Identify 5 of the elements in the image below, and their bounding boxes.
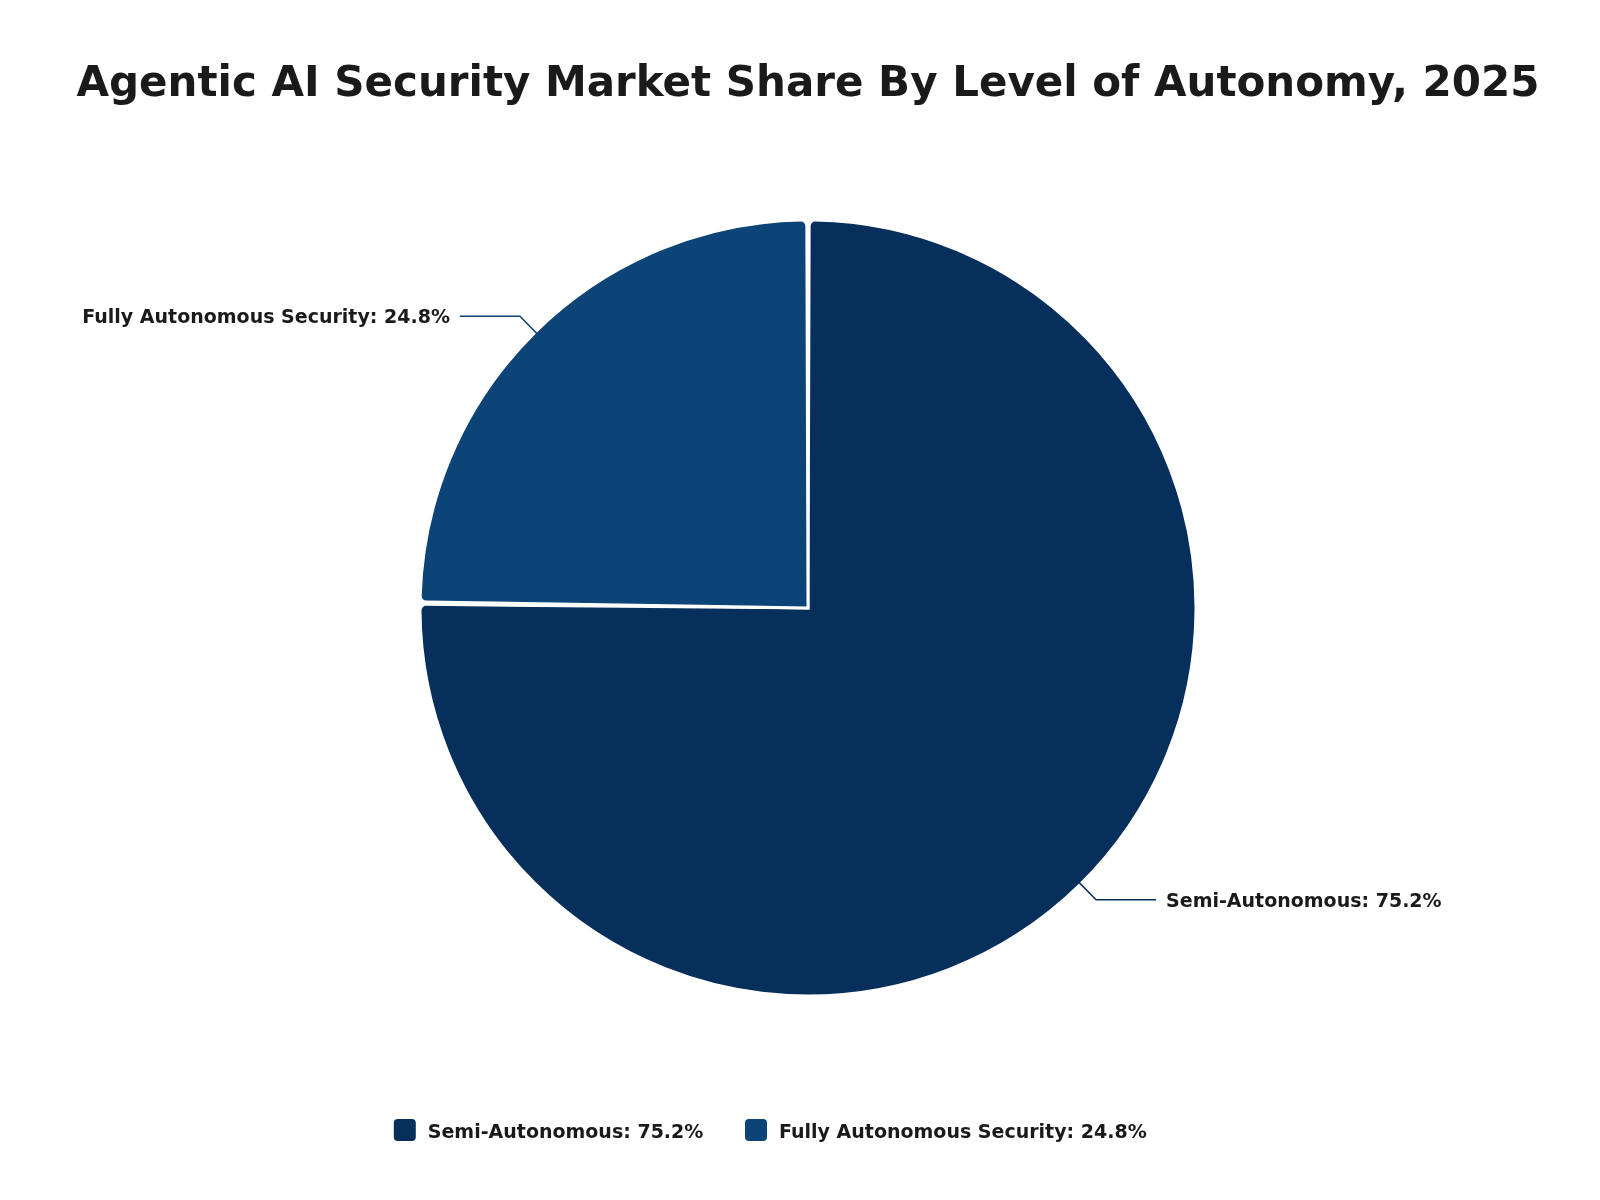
- slice-label: Fully Autonomous Security: 24.8%: [82, 305, 450, 328]
- legend-label: Semi-Autonomous: 75.2%: [427, 1120, 704, 1142]
- chart-title: Agentic AI Security Market Share By Level of Autonomy, 2025: [76, 57, 1540, 106]
- legend-label: Fully Autonomous Security: 24.8%: [779, 1120, 1147, 1142]
- slice-label: Semi-Autonomous: 75.2%: [1166, 888, 1442, 911]
